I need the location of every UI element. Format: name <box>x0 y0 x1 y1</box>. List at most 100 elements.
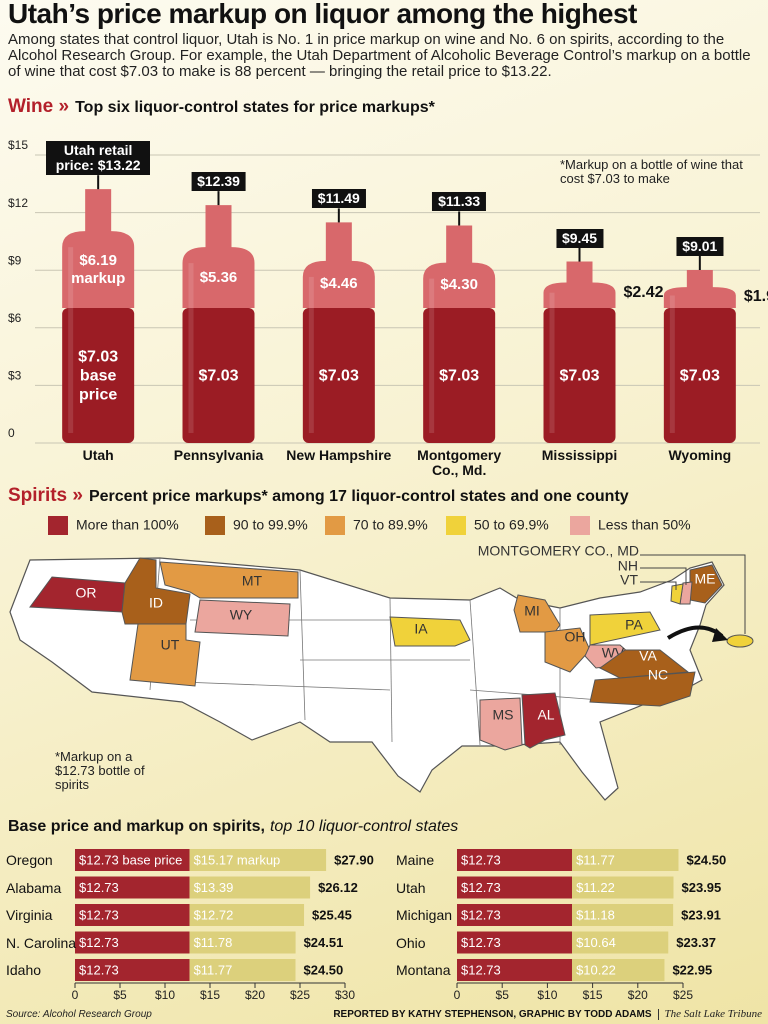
y-tick-label: $12 <box>8 196 28 210</box>
callout-label: VT <box>620 572 638 588</box>
y-tick-label: $3 <box>8 369 22 383</box>
bar-segment <box>572 849 679 871</box>
chart-title: Top six liquor-control states for price … <box>75 99 435 116</box>
bottle-shine <box>429 278 435 433</box>
bar-segment <box>189 959 296 981</box>
bar-label: $12.73 <box>461 935 501 950</box>
category-label: Maine <box>396 852 435 868</box>
x-tick-label: $10 <box>155 988 175 1002</box>
state-shape <box>589 671 696 707</box>
bar-segment <box>572 959 665 981</box>
total-label: $9.45 <box>555 228 604 248</box>
x-tick-label: $20 <box>245 988 265 1002</box>
bar-segment <box>457 904 573 926</box>
base-label: $7.03 base price <box>78 348 119 403</box>
arrow-head <box>712 628 728 642</box>
bottle-shine <box>549 292 555 433</box>
bottle-shine <box>308 276 314 433</box>
total-label: $23.95 <box>682 880 722 895</box>
bottle-shine <box>669 295 675 433</box>
state-shape <box>670 583 684 605</box>
category-label: Utah <box>396 879 426 896</box>
x-tick-label: $10 <box>537 988 557 1002</box>
state-label: NC <box>648 667 668 683</box>
x-tick-label: $15 <box>200 988 220 1002</box>
category-label: Alabama <box>6 879 62 896</box>
bar-segment <box>189 876 311 899</box>
x-tick-label: Wyoming <box>668 447 732 463</box>
bar-segment <box>457 931 573 954</box>
bar-label: $10.64 <box>576 935 616 950</box>
bar-segment <box>75 959 190 981</box>
map-note: *Markup on a $12.73 bottle of spirits <box>55 749 145 792</box>
chart-subtitle: top 10 liquor-control states <box>269 818 459 835</box>
total-label: Utah retail price: $13.22 <box>46 141 151 176</box>
x-tick-label: $25 <box>673 988 693 1002</box>
bar-segment <box>75 904 190 926</box>
legend-label: 70 to 89.9% <box>353 517 428 533</box>
total-label: $11.49 <box>311 189 366 209</box>
bar-segment <box>457 876 573 899</box>
state-border <box>299 569 306 721</box>
category-label: Ohio <box>396 934 426 951</box>
state-shape <box>389 616 471 647</box>
bottle-markup <box>182 205 255 309</box>
callout-line <box>640 567 687 585</box>
state-label: MI <box>524 603 540 619</box>
y-tick-label: $15 <box>8 138 28 152</box>
section-label: Spirits » <box>8 485 83 506</box>
total-label: $24.50 <box>304 962 344 977</box>
x-tick-label: $15 <box>583 988 603 1002</box>
bottle-base <box>663 308 736 443</box>
category-label: N. Carolina <box>6 934 77 951</box>
y-tick-label: 0 <box>8 426 15 440</box>
bar-label: $12.73 <box>461 907 501 922</box>
bottle-base <box>62 308 135 443</box>
x-tick-label: Montgomery Co., Md. <box>417 447 502 478</box>
markup-label: $4.30 <box>440 276 478 294</box>
category-label: Michigan <box>396 907 453 923</box>
total-label: $23.37 <box>676 935 716 950</box>
state-label: MS <box>493 707 514 723</box>
credit-line: REPORTED BY KATHY STEPHENSON, GRAPHIC BY… <box>333 1008 762 1020</box>
x-tick-label: Pennsylvania <box>173 447 264 463</box>
state-label: OR <box>76 585 97 601</box>
y-tick-label: $6 <box>8 311 22 325</box>
bar-label: $15.17 markup <box>194 852 281 867</box>
bar-label: $10.22 <box>576 962 616 977</box>
bar-segment <box>572 904 674 926</box>
bar-label: $12.73 base price <box>79 852 182 867</box>
chart-note: *Markup on a bottle of wine that cost $7… <box>560 157 743 186</box>
bar-label: $12.73 <box>79 935 119 950</box>
total-label: $23.91 <box>681 907 721 922</box>
base-label: $7.03 <box>439 367 480 384</box>
bar-label: $11.18 <box>576 907 615 922</box>
total-label: $12.39 <box>191 172 246 192</box>
state-label: IA <box>414 621 428 637</box>
state-label: VA <box>639 648 657 664</box>
bar-segment <box>457 849 573 871</box>
bar-label: $13.39 <box>194 880 234 895</box>
title: Utah’s price markup on liquor among the … <box>8 0 637 29</box>
bar-label: $12.73 <box>461 880 501 895</box>
bar-segment <box>75 849 190 871</box>
bottle-markup <box>663 270 736 309</box>
total-label: $22.95 <box>672 962 712 977</box>
state-label: OH <box>565 629 586 645</box>
state-label: MT <box>242 573 263 589</box>
source: Source: Alcohol Research Group <box>6 1009 152 1020</box>
state-shape <box>159 561 299 599</box>
category-label: Idaho <box>6 962 42 978</box>
bar-label: $11.22 <box>576 880 615 895</box>
bottle-base <box>543 308 616 443</box>
bottle-markup <box>423 225 496 309</box>
bar-segment <box>75 876 190 899</box>
base-label: $7.03 <box>318 367 359 384</box>
legend-label: 90 to 99.9% <box>233 517 308 533</box>
state-label: UT <box>161 637 180 653</box>
section-header: Base price and markup on spirits, top 10 … <box>8 818 458 836</box>
bar-label: $11.77 <box>194 962 233 977</box>
legend-label: 50 to 69.9% <box>474 517 549 533</box>
x-tick-label: $5 <box>113 988 127 1002</box>
